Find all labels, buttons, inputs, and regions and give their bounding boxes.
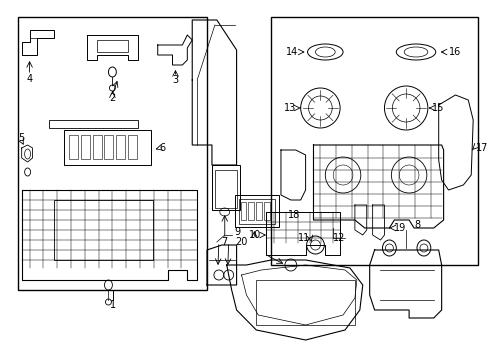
Bar [241,202,246,220]
Text: 6: 6 [160,143,166,153]
Text: 13: 13 [284,103,296,113]
Bar [116,135,125,159]
Bar [49,120,138,128]
Text: 7: 7 [221,237,228,247]
Bar [212,165,240,210]
Text: 2: 2 [109,93,116,103]
Text: 3: 3 [172,75,178,85]
Bar [264,202,270,220]
Text: 15: 15 [432,103,444,113]
Bar [93,135,101,159]
Bar [239,199,275,224]
Bar [81,135,90,159]
Text: 12: 12 [333,233,345,243]
Bar [215,170,237,208]
Text: 8: 8 [414,220,420,230]
Bar [235,195,279,227]
Text: 19: 19 [394,223,407,233]
Bar [18,17,207,290]
Text: 5: 5 [19,133,25,143]
Text: 4: 4 [26,74,33,84]
Text: 16: 16 [448,47,461,57]
Text: 18: 18 [288,210,300,220]
Bar [256,280,355,325]
Text: 10: 10 [249,230,261,240]
Text: 17: 17 [476,143,489,153]
Bar [128,135,137,159]
Text: 20: 20 [235,237,248,247]
Text: 9: 9 [235,227,241,237]
Bar [97,40,128,52]
Bar [271,17,478,265]
Bar [248,202,254,220]
Bar [64,130,151,165]
Text: 11: 11 [298,233,311,243]
Bar [256,202,262,220]
Bar [69,135,78,159]
Bar [104,135,113,159]
Text: 14: 14 [286,47,298,57]
Bar [54,200,153,260]
Text: 1: 1 [110,300,117,310]
